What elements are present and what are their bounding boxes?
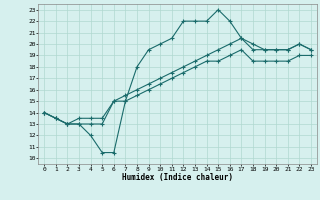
X-axis label: Humidex (Indice chaleur): Humidex (Indice chaleur) (122, 173, 233, 182)
